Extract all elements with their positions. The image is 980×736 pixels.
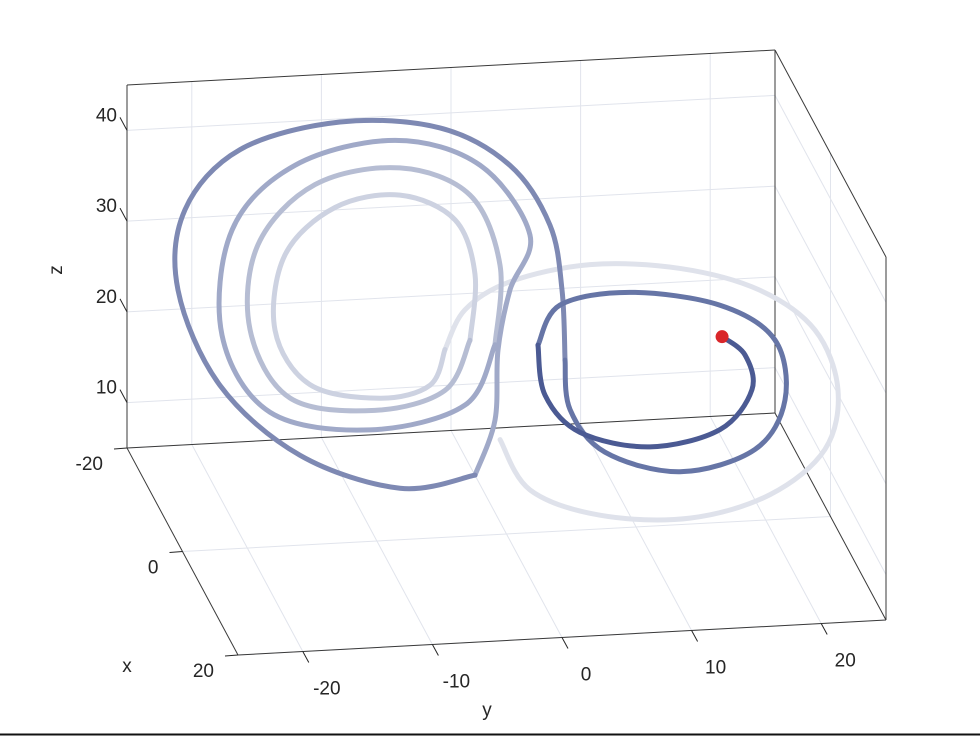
x-tick-label: 20 xyxy=(193,661,214,682)
z-tick xyxy=(119,117,128,131)
grid-line xyxy=(126,94,776,131)
trajectory-line xyxy=(244,165,504,414)
y-tick-label: 0 xyxy=(581,665,592,686)
grid-line xyxy=(126,276,776,313)
x-tick xyxy=(113,447,128,450)
y-tick xyxy=(691,630,699,642)
y-axis-label: y xyxy=(482,700,492,721)
y-tick xyxy=(820,623,828,635)
y-tick-label: 20 xyxy=(835,651,856,672)
axis-edge xyxy=(126,412,776,449)
trajectory-line xyxy=(535,289,789,475)
z-axis-label: z xyxy=(46,265,67,275)
grid xyxy=(126,50,887,656)
trajectory-line xyxy=(535,334,756,450)
trajectory-line xyxy=(172,117,568,492)
axis-edge xyxy=(126,49,776,86)
trajectory xyxy=(172,117,841,523)
z-tick-label: 10 xyxy=(96,378,117,399)
y-tick-label: -10 xyxy=(443,672,470,693)
trajectory-line xyxy=(270,192,479,401)
y-tick-label: -20 xyxy=(313,679,340,700)
z-tick-label: 40 xyxy=(96,105,117,126)
y-tick xyxy=(431,644,439,656)
z-tick-label: 20 xyxy=(96,287,117,308)
x-tick xyxy=(224,654,239,657)
axes-frame xyxy=(126,49,887,656)
grid-line xyxy=(126,185,776,222)
axis-edge xyxy=(774,49,887,258)
y-tick xyxy=(561,637,569,649)
x-tick-label: -20 xyxy=(76,454,103,475)
y-tick-label: 10 xyxy=(705,658,726,679)
trajectory-line xyxy=(442,261,841,523)
x-tick-label: 0 xyxy=(148,558,159,579)
axis-edge xyxy=(774,412,887,621)
y-tick xyxy=(302,651,310,663)
trajectory-line xyxy=(216,137,534,478)
x-axis-label: x xyxy=(122,656,132,677)
current-point xyxy=(715,330,729,344)
z-tick xyxy=(119,207,128,222)
x-tick xyxy=(169,551,183,553)
z-tick xyxy=(119,298,128,313)
z-tick xyxy=(119,389,128,403)
ticks: 10 20 30 40 -20 0 20 -20 -10 0 10 20 xyxy=(76,105,856,699)
grid-line xyxy=(182,516,831,552)
z-tick-label: 30 xyxy=(96,196,117,217)
